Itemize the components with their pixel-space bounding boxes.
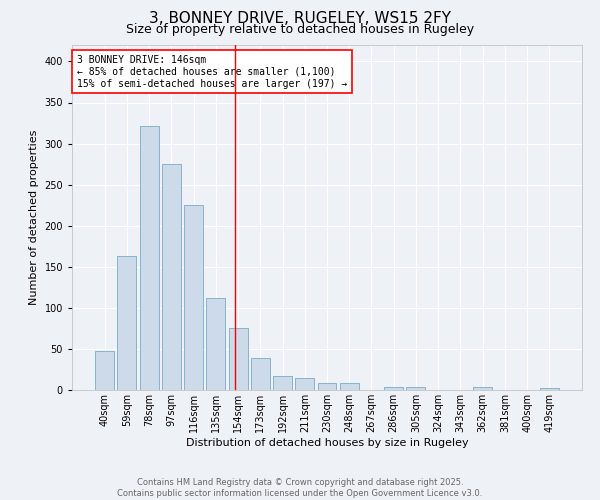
- Bar: [118, 256, 136, 390]
- Bar: [384, 386, 403, 390]
- Text: Size of property relative to detached houses in Rugeley: Size of property relative to detached ho…: [126, 22, 474, 36]
- Y-axis label: Number of detached properties: Number of detached properties: [29, 130, 39, 305]
- X-axis label: Distribution of detached houses by size in Rugeley: Distribution of detached houses by size …: [185, 438, 469, 448]
- Bar: [406, 386, 425, 390]
- Bar: [229, 328, 248, 390]
- Bar: [540, 388, 559, 390]
- Text: 3 BONNEY DRIVE: 146sqm
← 85% of detached houses are smaller (1,100)
15% of semi-: 3 BONNEY DRIVE: 146sqm ← 85% of detached…: [77, 56, 347, 88]
- Text: Contains HM Land Registry data © Crown copyright and database right 2025.
Contai: Contains HM Land Registry data © Crown c…: [118, 478, 482, 498]
- Bar: [95, 350, 114, 390]
- Bar: [251, 358, 270, 390]
- Bar: [317, 382, 337, 390]
- Bar: [473, 386, 492, 390]
- Bar: [162, 164, 181, 390]
- Bar: [184, 205, 203, 390]
- Text: 3, BONNEY DRIVE, RUGELEY, WS15 2FY: 3, BONNEY DRIVE, RUGELEY, WS15 2FY: [149, 11, 451, 26]
- Bar: [340, 384, 359, 390]
- Bar: [206, 298, 225, 390]
- Bar: [140, 126, 158, 390]
- Bar: [273, 376, 292, 390]
- Bar: [295, 378, 314, 390]
